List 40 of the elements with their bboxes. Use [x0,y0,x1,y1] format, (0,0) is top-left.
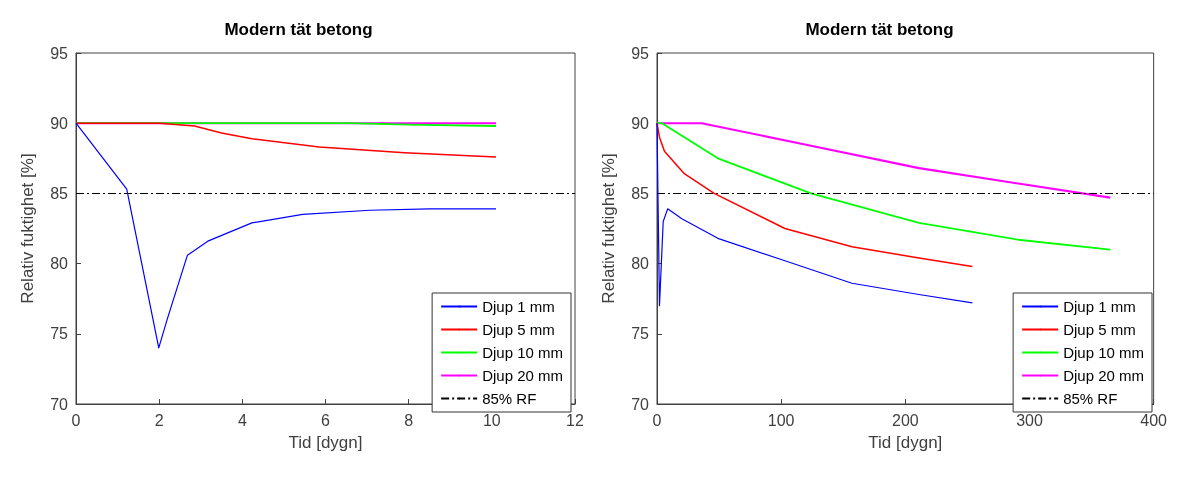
legend-label: Djup 1 mm [1063,298,1136,315]
legend-label: Djup 1 mm [482,298,555,315]
y-tick-label: 85 [50,184,69,202]
x-tick-label: 10 [482,411,501,429]
y-tick-label: 70 [50,395,69,413]
y-tick-label: 80 [50,255,69,273]
legend-label: Djup 5 mm [1063,321,1136,338]
x-tick-label: 2 [154,411,164,429]
y-tick-label: 75 [50,325,69,343]
y-axis-title: Relativ fuktighet [%] [599,153,618,304]
y-tick-label: 90 [631,114,650,132]
x-tick-label: 200 [891,411,919,429]
y-tick-label: 70 [631,395,650,413]
chart-title: Modern tät betong [224,20,373,39]
legend-label: 85% RF [482,390,537,407]
x-tick-label: 0 [652,411,662,429]
x-tick-label: 0 [71,411,81,429]
y-tick-label: 95 [50,44,69,62]
x-tick-label: 400 [1140,411,1168,429]
y-tick-label: 95 [631,44,650,62]
legend-label: Djup 10 mm [482,344,563,361]
x-tick-label: 300 [1016,411,1043,429]
y-tick-label: 75 [631,325,650,343]
x-tick-label: 8 [404,411,414,429]
y-tick-label: 85 [631,184,650,202]
x-tick-label: 100 [767,411,795,429]
x-axis-title: Tid [dygn] [868,433,943,452]
x-tick-label: 4 [237,411,247,429]
legend-label: Djup 5 mm [482,321,555,338]
y-tick-label: 80 [631,255,650,273]
x-tick-label: 6 [321,411,331,429]
chart-title: Modern tät betong [805,20,954,39]
legend-label: Djup 20 mm [482,367,563,384]
y-tick-label: 90 [50,114,69,132]
legend-label: Djup 10 mm [1063,344,1144,361]
y-axis-title: Relativ fuktighet [%] [18,153,37,304]
legend-label: Djup 20 mm [1063,367,1144,384]
x-axis-title: Tid [dygn] [288,433,363,452]
x-tick-label: 12 [566,411,584,429]
legend-label: 85% RF [1063,390,1118,407]
